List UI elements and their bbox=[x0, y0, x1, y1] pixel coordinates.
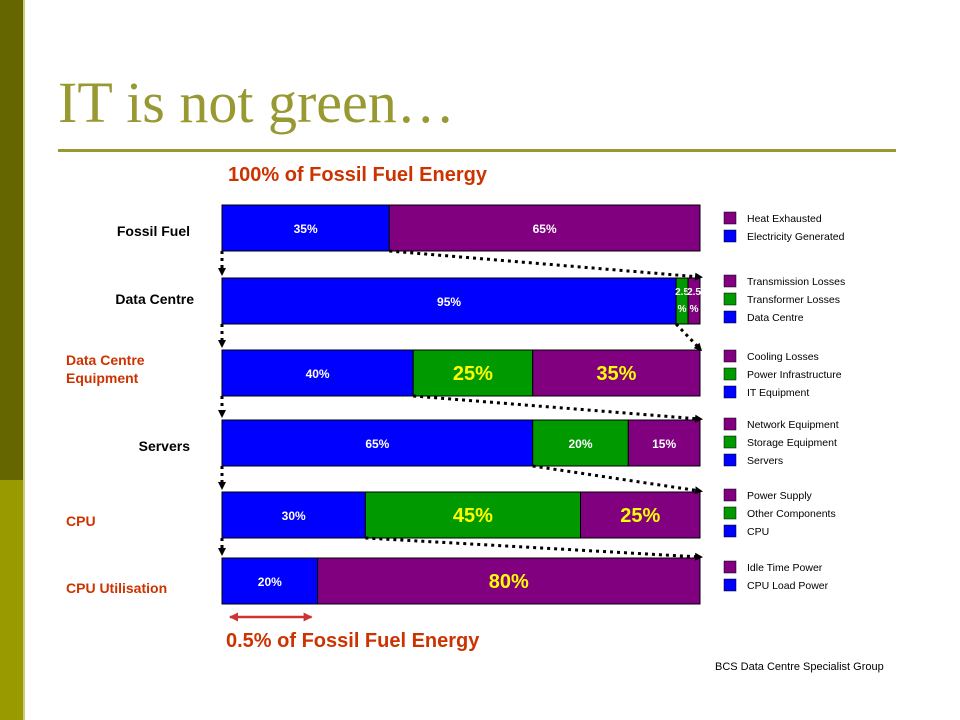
bar-segment bbox=[580, 491, 701, 539]
bar-value-label: 2.5% bbox=[687, 287, 701, 315]
legend-swatch bbox=[723, 385, 737, 399]
bar-segment bbox=[221, 557, 319, 605]
connector-dotted-diagonal bbox=[413, 394, 703, 423]
connector-dotted-diagonal bbox=[675, 322, 703, 352]
legend-swatch bbox=[723, 211, 737, 225]
legend-swatch bbox=[723, 310, 737, 324]
bar-value-label: 80% bbox=[489, 571, 529, 593]
row-label-cpu: CPU bbox=[66, 513, 96, 529]
bar-value-label: 2.5% bbox=[675, 287, 689, 315]
legend-label: Idle Time Power bbox=[747, 562, 823, 574]
bar-value-label: 35% bbox=[294, 222, 318, 236]
legend-label: Transmission Losses bbox=[747, 276, 845, 288]
bar-segment bbox=[532, 349, 701, 397]
bar-segment bbox=[221, 277, 677, 325]
bar-value-label: 25% bbox=[620, 505, 660, 527]
legend-swatch bbox=[723, 560, 737, 574]
sidebar-accent-light bbox=[0, 480, 23, 720]
legend-group-3: Cooling Losses Power Infrastructure IT Equ… bbox=[723, 349, 842, 399]
bar-row-6: 20% 80% bbox=[221, 557, 701, 605]
bar-value-label: 20% bbox=[568, 437, 592, 451]
legend-label: Cooling Losses bbox=[747, 351, 819, 363]
row-label-servers: Servers bbox=[138, 438, 190, 454]
bar-row-4: 65% 20% 15% bbox=[221, 419, 701, 467]
bar-value-label: 45% bbox=[453, 505, 493, 527]
bar-value-label: 15% bbox=[652, 437, 676, 451]
connector-dotted-diagonal bbox=[365, 536, 703, 561]
bar-segment bbox=[687, 277, 701, 325]
legend-swatch bbox=[723, 417, 737, 431]
bar-segment bbox=[412, 349, 534, 397]
legend-group-5: Power Supply Other Components CPU bbox=[723, 488, 836, 538]
bar-value-label: 20% bbox=[258, 575, 282, 589]
legend-group-1: Heat Exhausted Electricity Generated bbox=[723, 211, 845, 243]
bar-segment bbox=[221, 349, 414, 397]
sidebar-divider bbox=[23, 0, 25, 720]
legend-label: Transformer Losses bbox=[747, 294, 840, 306]
legend-label: CPU Load Power bbox=[747, 580, 829, 592]
title-underline bbox=[58, 149, 896, 152]
bar-segment bbox=[532, 419, 629, 467]
bar-value-label: 65% bbox=[533, 222, 557, 236]
legend-swatch bbox=[723, 435, 737, 449]
legend-label: Heat Exhausted bbox=[747, 213, 822, 225]
bar-segment bbox=[627, 419, 701, 467]
connector-dotted-diagonal bbox=[389, 249, 703, 281]
legend-label: Storage Equipment bbox=[747, 437, 837, 449]
bar-segment bbox=[221, 204, 390, 252]
row-label-data-centre-equipment: Data Centre Equipment bbox=[66, 352, 145, 387]
legend-label: IT Equipment bbox=[747, 387, 809, 399]
slide-title: IT is not green… bbox=[58, 70, 455, 135]
bar-row-3: 40% 25% 35% bbox=[221, 349, 701, 397]
bar-segment bbox=[317, 557, 701, 605]
row-label-cpu-utilisation: CPU Utilisation bbox=[66, 580, 168, 596]
legend-group-4: Network Equipment Storage Equipment Server… bbox=[723, 417, 839, 467]
legend-label: Servers bbox=[747, 455, 783, 467]
legend-label: Data Centre bbox=[747, 312, 804, 324]
source-credit: BCS Data Centre Specialist Group bbox=[715, 661, 884, 673]
bar-value-label: 35% bbox=[596, 363, 636, 385]
row-label-data-centre: Data Centre bbox=[115, 291, 194, 307]
legend-swatch bbox=[723, 488, 737, 502]
legend-swatch bbox=[723, 367, 737, 381]
legend-swatch bbox=[723, 506, 737, 520]
bar-row-5: 30% 45% 25% bbox=[221, 491, 701, 539]
legend-swatch bbox=[723, 453, 737, 467]
bar-segment bbox=[388, 204, 701, 252]
connector-dotted-diagonal bbox=[532, 464, 703, 495]
row-label-fossil-fuel: Fossil Fuel bbox=[116, 223, 190, 239]
bar-row-1: 35% 65% bbox=[221, 204, 701, 252]
legend-swatch bbox=[723, 349, 737, 363]
legend-label: Other Components bbox=[747, 508, 836, 520]
bar-segment bbox=[221, 491, 366, 539]
bar-value-label: 40% bbox=[306, 367, 330, 381]
top-caption: 100% of Fossil Fuel Energy bbox=[228, 164, 487, 186]
bar-value-label: 65% bbox=[365, 437, 389, 451]
bar-value-label: 30% bbox=[282, 509, 306, 523]
bar-value-label: 25% bbox=[453, 363, 493, 385]
legend-swatch bbox=[723, 578, 737, 592]
legend-group-2: Transmission Losses Transformer Losses Dat… bbox=[723, 274, 845, 324]
bar-value-label: 95% bbox=[437, 295, 461, 309]
legend-swatch bbox=[723, 524, 737, 538]
legend-swatch bbox=[723, 292, 737, 306]
bar-segment bbox=[675, 277, 689, 325]
bottom-caption: 0.5% of Fossil Fuel Energy bbox=[226, 630, 480, 652]
legend-label: Power Infrastructure bbox=[747, 369, 842, 381]
legend-swatch bbox=[723, 274, 737, 288]
legend-label: Network Equipment bbox=[747, 419, 839, 431]
legend-group-6: Idle Time Power CPU Load Power bbox=[723, 560, 829, 592]
legend-label: CPU bbox=[747, 526, 769, 538]
bar-row-2: 95% 2.5 %2.5% bbox=[221, 277, 701, 325]
bar-segment bbox=[221, 419, 534, 467]
legend-label: Power Supply bbox=[747, 490, 813, 502]
legend-label: Electricity Generated bbox=[747, 231, 845, 243]
legend-swatch bbox=[723, 229, 737, 243]
